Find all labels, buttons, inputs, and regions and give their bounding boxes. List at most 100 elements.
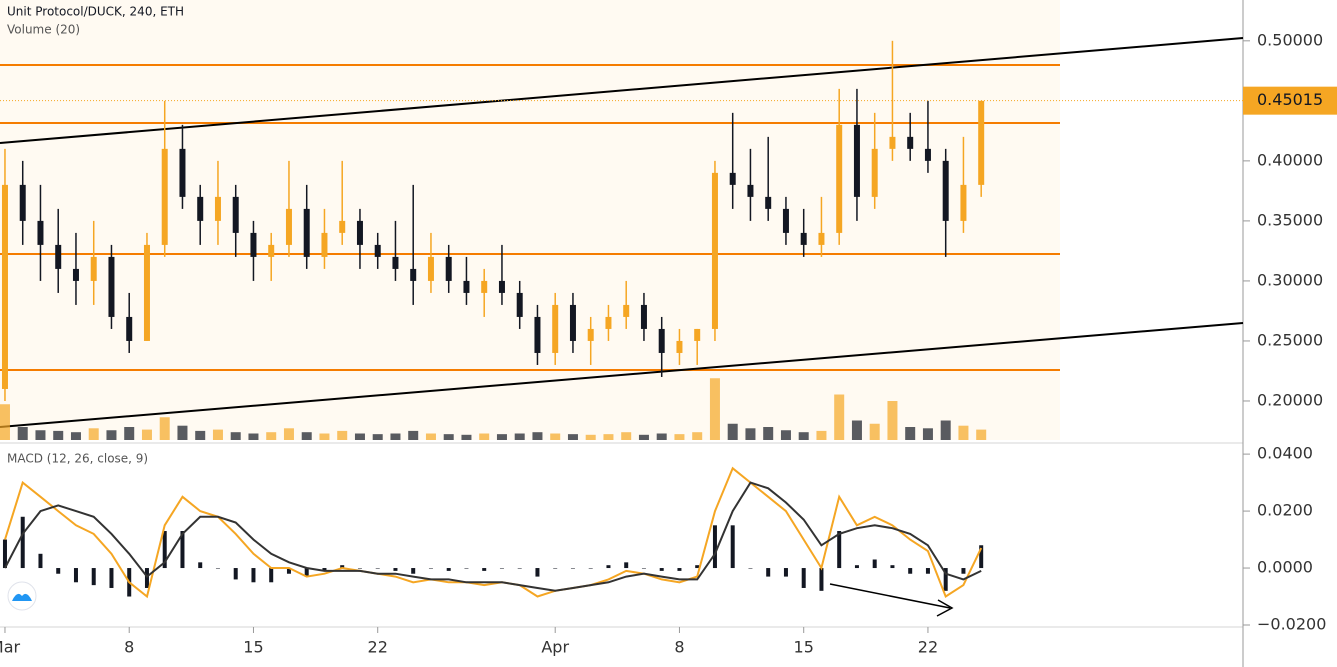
candle-body [818,232,825,245]
volume-bar [851,420,862,440]
histogram-bar [446,568,451,571]
candle-body [303,208,310,257]
candle-body [427,256,434,281]
chart-title: Unit Protocol/DUCK, 240, ETH [7,5,184,19]
x-tick-label: 22 [368,638,388,657]
macd-title: MACD (12, 26, close, 9) [7,452,148,466]
histogram-bar [748,568,753,569]
candle-body [800,232,807,245]
x-tick-label: Apr [541,638,569,657]
volume-bar [869,423,880,440]
volume-bar [301,432,312,440]
candle-body [942,160,949,221]
arrow-head [936,599,954,617]
volume-bar [212,429,223,440]
candle-body [924,148,931,161]
volume-bar [496,434,507,440]
histogram-bar [606,565,611,569]
candle-body [143,244,150,341]
volume-bar [177,425,188,440]
y-tick-label: 0.25000 [1257,330,1323,349]
volume-bar [656,433,667,440]
histogram-bar [499,568,504,569]
candle-body [126,316,133,341]
volume-bar [337,430,348,440]
histogram-bar [979,545,984,569]
candle-body [960,184,967,221]
candle-body [445,256,452,281]
candle-body [197,196,204,221]
volume-bar [550,433,561,440]
histogram-bar [375,568,380,569]
volume-bar [709,378,720,440]
volume-bar [88,428,99,440]
histogram-bar [890,565,895,569]
volume-bar [816,430,827,440]
histogram-bar [943,568,948,591]
histogram-bar [198,562,203,569]
histogram-bar [641,568,646,569]
histogram-bar [854,565,859,569]
histogram-bar [464,568,469,569]
volume-bar [834,394,845,440]
histogram-bar [588,568,593,569]
volume-bar [53,430,64,440]
candle-body [90,256,97,281]
volume-bar [425,433,436,440]
candle-body [658,328,665,353]
volume-bar [745,428,756,440]
volume-bar [390,433,401,440]
candle-body [268,244,275,257]
y-tick-label: −0.0200 [1257,615,1326,634]
y-tick-label: 0.0400 [1257,444,1313,463]
y-tick-label: 0.0200 [1257,501,1313,520]
volume-bar [940,420,951,440]
volume-bar [354,433,365,440]
volume-bar [266,432,277,440]
candle-body [694,328,701,341]
trend-line [0,322,1244,428]
candle-body [37,220,44,245]
volume-bar [70,432,81,440]
candle-body [782,208,789,233]
volume-bar [479,433,490,440]
volume-bar [17,427,28,440]
histogram-bar [233,568,238,580]
histogram-bar [322,568,327,571]
x-tick-label: 15 [794,638,814,657]
volume-bar [248,433,259,440]
volume-bar [887,401,898,440]
histogram-bar [872,559,877,569]
candle-body [711,172,718,329]
candle-body [552,304,559,353]
histogram-bar [215,568,220,569]
candle-body [108,256,115,317]
candle-body [232,196,239,233]
candle-body [161,148,168,245]
candle-body [569,304,576,341]
histogram-bar [766,568,771,577]
histogram-bar [109,568,114,588]
candle-body [285,208,292,245]
histogram-bar [783,568,788,577]
histogram-bar [695,565,700,569]
histogram-bar [357,568,362,569]
logo-icon[interactable] [12,593,32,601]
candle-body [19,184,26,221]
histogram-bar [2,539,7,569]
marks [0,40,1243,599]
histogram-bar [304,568,309,577]
histogram-bar [553,568,558,569]
volume-bar [958,425,969,440]
histogram-bar [73,568,78,583]
logo[interactable] [7,581,37,611]
volume-bar [230,432,241,440]
volume-bar [408,430,419,440]
histogram-bar [482,568,487,571]
candle-body [889,136,896,149]
volume-bar [763,427,774,440]
candle-body [871,148,878,197]
histogram-bar [730,525,735,569]
volume-bar [922,428,933,440]
histogram-bar [517,568,522,569]
